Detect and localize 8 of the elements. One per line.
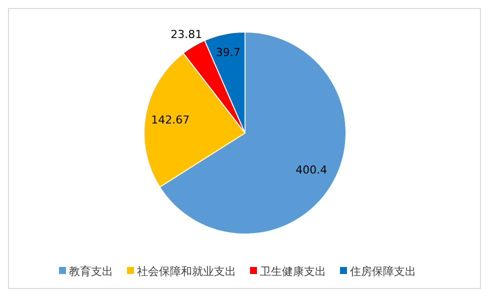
legend-label: 卫生健康支出 xyxy=(260,264,326,278)
data-label: 142.67 xyxy=(151,114,190,127)
legend-label: 社会保障和就业支出 xyxy=(137,264,236,278)
legend-label: 教育支出 xyxy=(69,264,113,278)
data-label: 39.7 xyxy=(216,46,240,59)
data-label: 400.4 xyxy=(296,163,328,176)
data-label: 23.81 xyxy=(170,28,202,41)
legend-label: 住房保障支出 xyxy=(350,264,416,278)
